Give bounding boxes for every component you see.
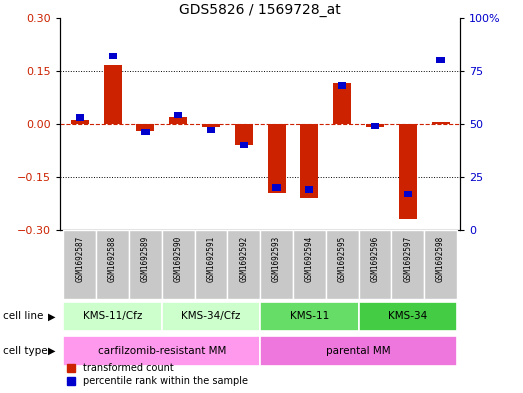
- Bar: [260, 336, 457, 366]
- Text: GSM1692597: GSM1692597: [403, 235, 412, 282]
- Bar: [137, 124, 154, 131]
- Text: GSM1692590: GSM1692590: [174, 235, 183, 282]
- Bar: [104, 65, 122, 124]
- Bar: [108, 53, 117, 59]
- Bar: [399, 124, 417, 219]
- Bar: [359, 230, 391, 299]
- Text: carfilzomib-resistant MM: carfilzomib-resistant MM: [98, 346, 226, 356]
- Bar: [272, 184, 281, 191]
- Bar: [162, 302, 260, 331]
- Text: KMS-11: KMS-11: [290, 311, 329, 321]
- Bar: [300, 124, 319, 198]
- Text: GSM1692591: GSM1692591: [207, 235, 215, 282]
- Text: KMS-34/Cfz: KMS-34/Cfz: [181, 311, 241, 321]
- Bar: [293, 230, 326, 299]
- Bar: [338, 83, 346, 89]
- Bar: [71, 120, 89, 124]
- Bar: [162, 230, 195, 299]
- Legend: transformed count, percentile rank within the sample: transformed count, percentile rank withi…: [65, 361, 249, 388]
- Bar: [359, 302, 457, 331]
- Bar: [235, 124, 253, 145]
- Bar: [326, 230, 359, 299]
- Bar: [437, 57, 445, 63]
- Text: KMS-11/Cfz: KMS-11/Cfz: [83, 311, 142, 321]
- Bar: [63, 336, 260, 366]
- Bar: [76, 114, 84, 121]
- Text: GSM1692594: GSM1692594: [305, 235, 314, 282]
- Text: GSM1692598: GSM1692598: [436, 235, 445, 282]
- Bar: [228, 230, 260, 299]
- Bar: [366, 124, 384, 127]
- Text: GSM1692587: GSM1692587: [75, 235, 84, 282]
- Bar: [305, 186, 313, 193]
- Bar: [268, 124, 286, 193]
- Text: KMS-34: KMS-34: [388, 311, 427, 321]
- Text: GSM1692592: GSM1692592: [240, 235, 248, 282]
- Text: parental MM: parental MM: [326, 346, 391, 356]
- Bar: [207, 127, 215, 133]
- Text: GSM1692593: GSM1692593: [272, 235, 281, 282]
- Text: cell type: cell type: [3, 346, 47, 356]
- Text: cell line: cell line: [3, 311, 43, 321]
- Bar: [260, 302, 359, 331]
- Bar: [240, 142, 248, 148]
- Text: ▶: ▶: [48, 346, 55, 356]
- Bar: [391, 230, 424, 299]
- Text: GSM1692595: GSM1692595: [338, 235, 347, 282]
- Bar: [431, 122, 450, 124]
- Bar: [63, 230, 96, 299]
- Text: ▶: ▶: [48, 311, 55, 321]
- Bar: [129, 230, 162, 299]
- Bar: [174, 112, 183, 118]
- Bar: [195, 230, 228, 299]
- Bar: [169, 117, 187, 124]
- Text: GSM1692588: GSM1692588: [108, 235, 117, 282]
- Text: GSM1692596: GSM1692596: [370, 235, 380, 282]
- Text: GSM1692589: GSM1692589: [141, 235, 150, 282]
- Bar: [333, 83, 351, 124]
- Bar: [202, 124, 220, 127]
- Bar: [404, 191, 412, 197]
- Bar: [141, 129, 150, 136]
- Bar: [63, 302, 162, 331]
- Bar: [371, 123, 379, 129]
- Bar: [96, 230, 129, 299]
- Bar: [424, 230, 457, 299]
- Bar: [260, 230, 293, 299]
- Title: GDS5826 / 1569728_at: GDS5826 / 1569728_at: [179, 3, 341, 17]
